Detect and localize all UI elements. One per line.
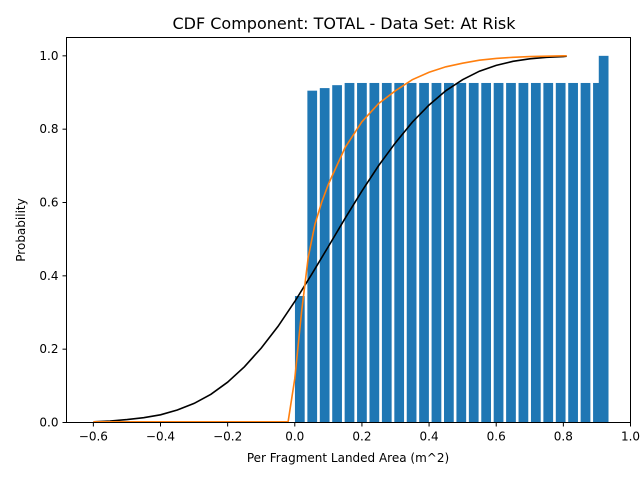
bars-layer — [294, 55, 609, 423]
bar — [344, 82, 355, 423]
y-tick-label: 0.6 — [39, 196, 58, 210]
bar — [593, 82, 603, 423]
y-tick-label: 0.4 — [39, 269, 58, 283]
series-line-1 — [93, 54, 567, 423]
bar — [481, 82, 492, 423]
bar — [294, 296, 305, 423]
x-tick-label: 1.0 — [621, 430, 640, 444]
bar — [394, 82, 405, 423]
y-tick-label: 1.0 — [39, 49, 58, 63]
bar — [406, 82, 417, 423]
y-tick-label: 0.8 — [39, 122, 58, 136]
bar — [580, 82, 591, 423]
plot-frame — [66, 37, 631, 423]
bar — [332, 85, 342, 423]
bar — [543, 82, 554, 423]
bar — [369, 82, 380, 423]
bar — [381, 82, 392, 423]
bar — [493, 82, 504, 423]
bar — [307, 90, 318, 423]
bar — [506, 82, 516, 423]
x-tick-label: −0.6 — [79, 430, 108, 444]
bar — [518, 82, 529, 423]
x-tick-label: −0.4 — [146, 430, 175, 444]
chart-title: CDF Component: TOTAL - Data Set: At Risk — [172, 14, 516, 33]
x-tick-label: 0.4 — [420, 430, 439, 444]
bar — [419, 82, 429, 423]
bar — [568, 82, 578, 423]
bar — [319, 88, 330, 423]
y-axis-ticks: 0.0 0.2 0.4 0.6 0.8 1.0 — [39, 49, 67, 430]
x-tick-label: 0.8 — [554, 430, 573, 444]
series-line-0 — [93, 55, 567, 423]
x-tick-label: −0.2 — [213, 430, 242, 444]
x-axis-label: Per Fragment Landed Area (m^2) — [247, 451, 449, 465]
bar — [357, 82, 367, 423]
y-tick-label: 0.0 — [39, 416, 58, 430]
bar — [530, 82, 541, 423]
bar — [555, 82, 566, 423]
x-tick-label: 0.6 — [487, 430, 506, 444]
y-tick-label: 0.2 — [39, 342, 58, 356]
bar — [431, 82, 442, 423]
bar — [598, 55, 609, 423]
bar — [468, 82, 479, 423]
x-axis-ticks: −0.6 −0.4 −0.2 0.0 0.2 0.4 0.6 0.8 1.0 — [79, 422, 640, 444]
bar — [444, 82, 454, 423]
x-tick-label: 0.0 — [285, 430, 304, 444]
bar — [456, 82, 467, 423]
lines-layer — [93, 54, 567, 423]
y-axis-label: Probability — [14, 198, 28, 261]
x-tick-label: 0.2 — [352, 430, 371, 444]
